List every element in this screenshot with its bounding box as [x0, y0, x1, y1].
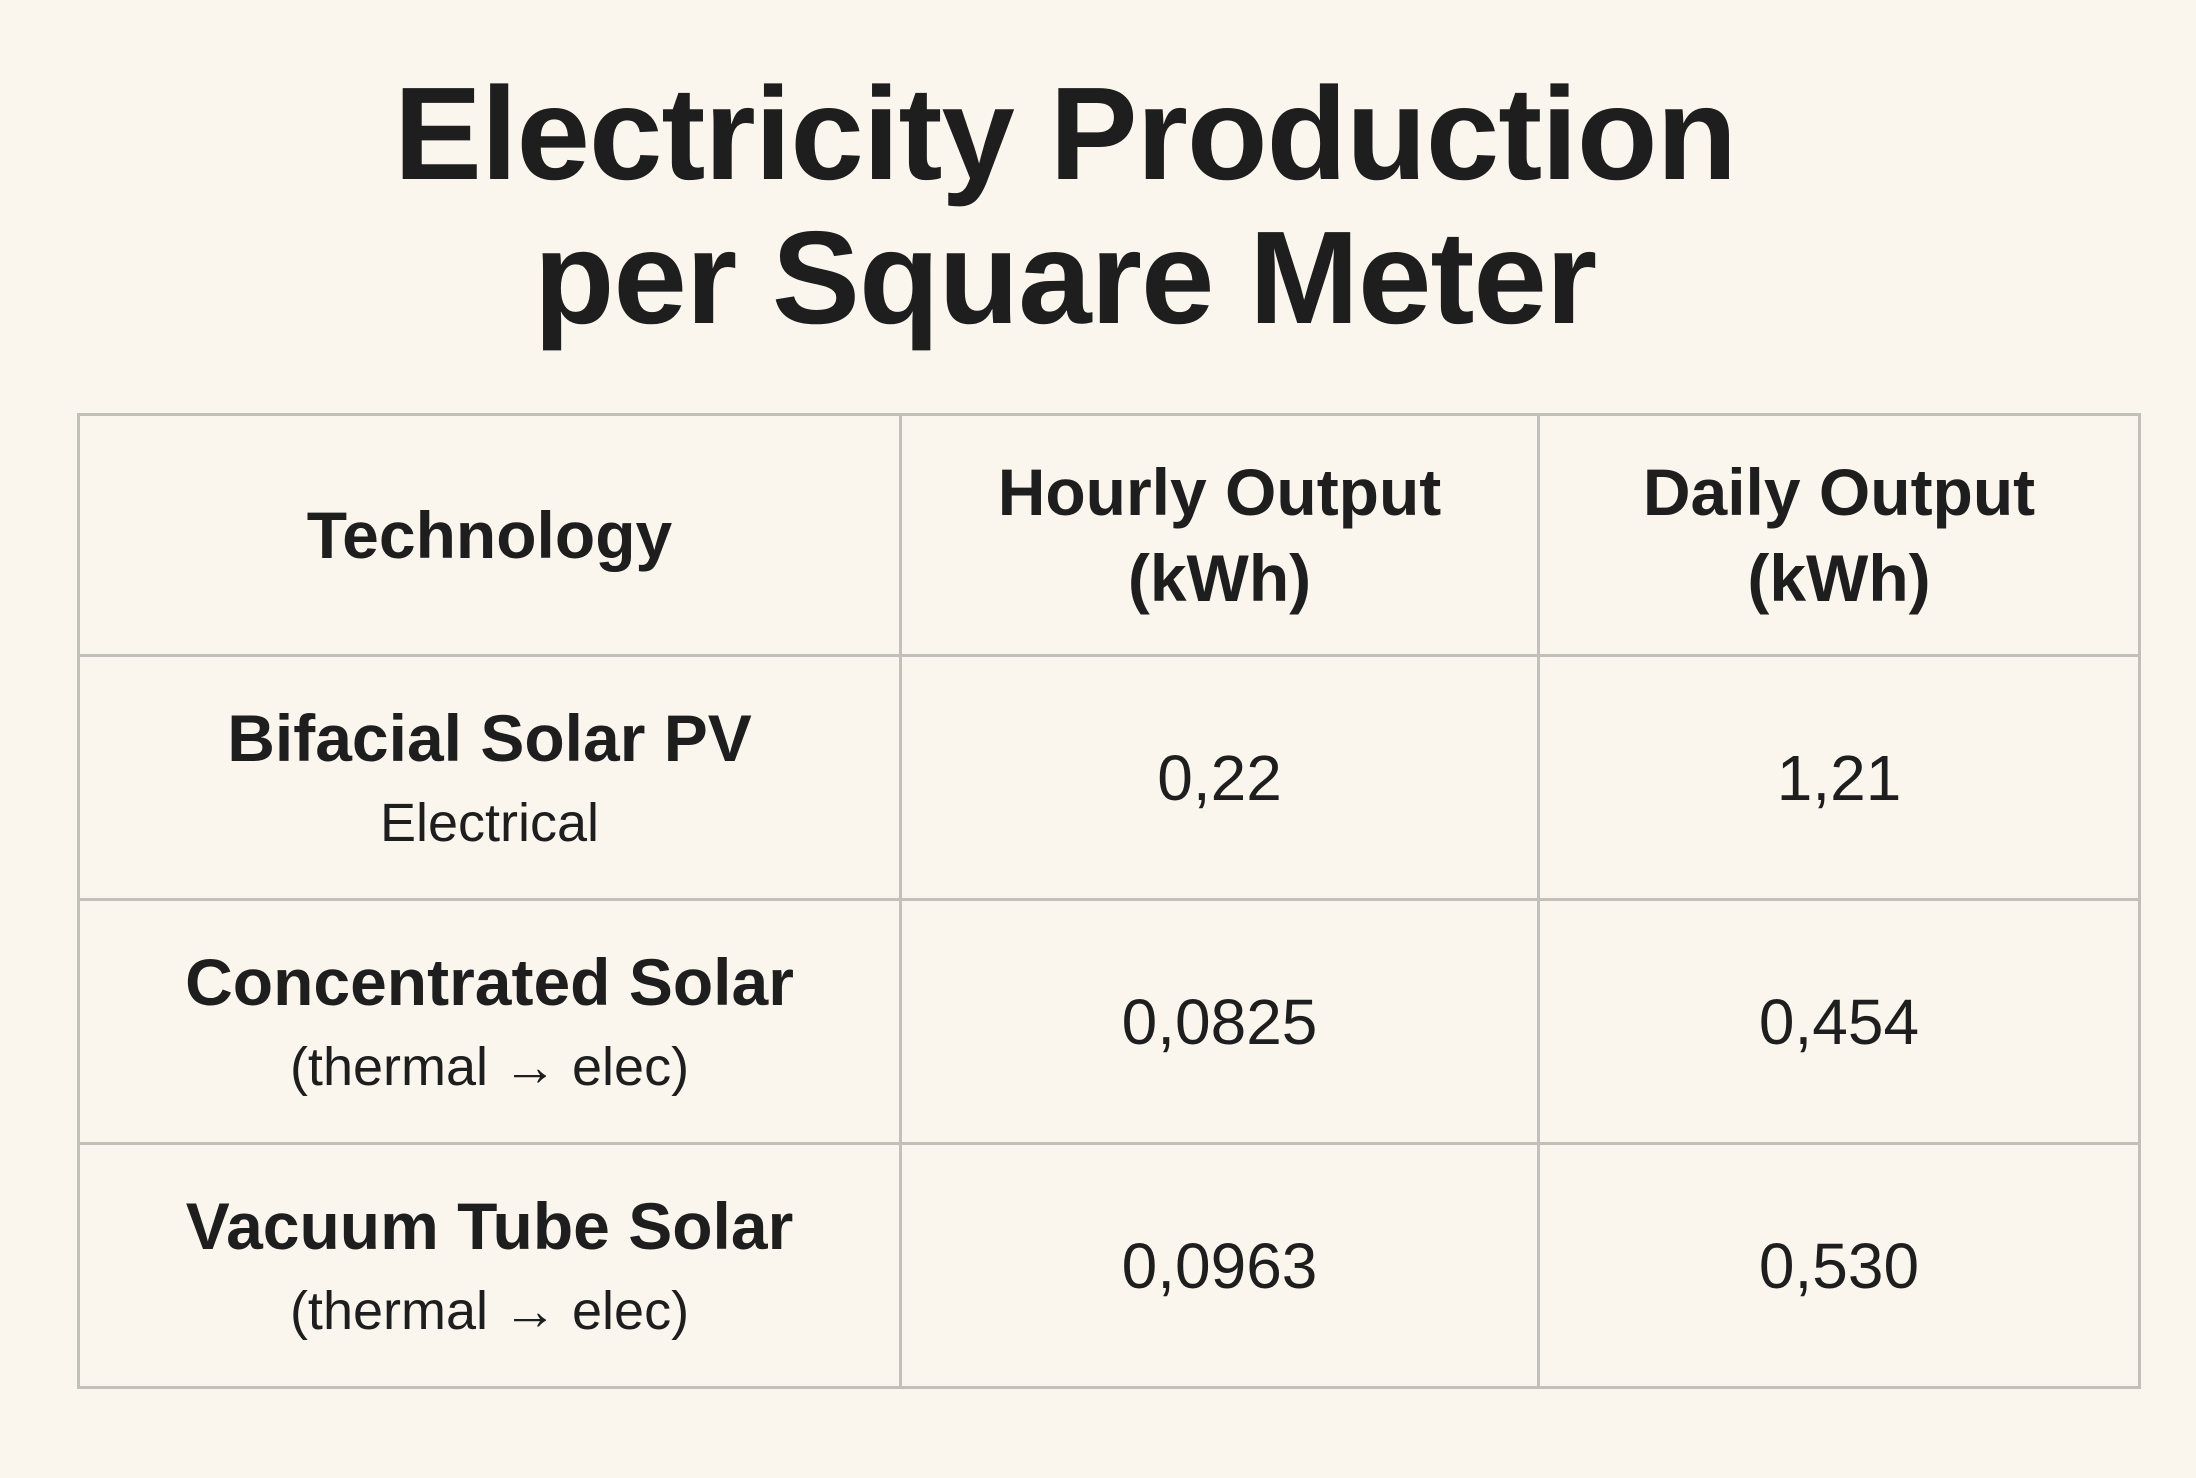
hourly-output: 0,22: [899, 654, 1540, 901]
header-row: Technology Hourly Output (kWh) Daily Outp…: [77, 413, 2141, 657]
header-cell: Daily Output (kWh): [1537, 413, 2141, 657]
header-text: Daily Output: [1642, 455, 2036, 529]
header-text: (kWh): [1747, 541, 1931, 615]
table-body: Bifacial Solar PV Electrical 0,22 1,21 Conce…: [77, 654, 2141, 1389]
technology-note: (thermal → elec): [289, 1280, 690, 1341]
daily-output: 0,454: [1537, 898, 2141, 1145]
title-line: per Square Meter: [533, 204, 1597, 351]
table-row: Concentrated Solar (thermal → elec) 0,0825…: [77, 898, 2141, 1145]
title-line: Electricity Production: [393, 60, 1737, 207]
table-row: Bifacial Solar PV Electrical 0,22 1,21: [77, 654, 2141, 901]
technology-note: Electrical: [379, 792, 600, 853]
technology-note: (thermal → elec): [289, 1036, 690, 1097]
header-text: Technology: [306, 498, 673, 572]
technology-name: Bifacial Solar PV: [227, 700, 752, 775]
header-cell: Hourly Output (kWh): [899, 413, 1540, 657]
header-cell: Technology: [77, 413, 902, 657]
technology-name: Concentrated Solar: [185, 944, 794, 1019]
hourly-output: 0,0825: [899, 898, 1540, 1145]
table-row: Vacuum Tube Solar (thermal → elec) 0,0963 0…: [77, 1142, 2141, 1389]
title: Electricity Production per Square Meter: [0, 62, 2130, 350]
header-text: Hourly Output: [997, 455, 1442, 529]
data-table: Technology Hourly Output (kWh) Daily Outp…: [77, 413, 2141, 1389]
technology-cell: Vacuum Tube Solar (thermal → elec): [77, 1142, 902, 1389]
daily-output: 1,21: [1537, 654, 2141, 901]
technology-name: Vacuum Tube Solar: [185, 1188, 794, 1263]
header-text: (kWh): [1127, 541, 1312, 615]
technology-cell: Concentrated Solar (thermal → elec): [77, 898, 902, 1145]
technology-cell: Bifacial Solar PV Electrical: [77, 654, 902, 901]
hourly-output: 0,0963: [899, 1142, 1540, 1389]
daily-output: 0,530: [1537, 1142, 2141, 1389]
